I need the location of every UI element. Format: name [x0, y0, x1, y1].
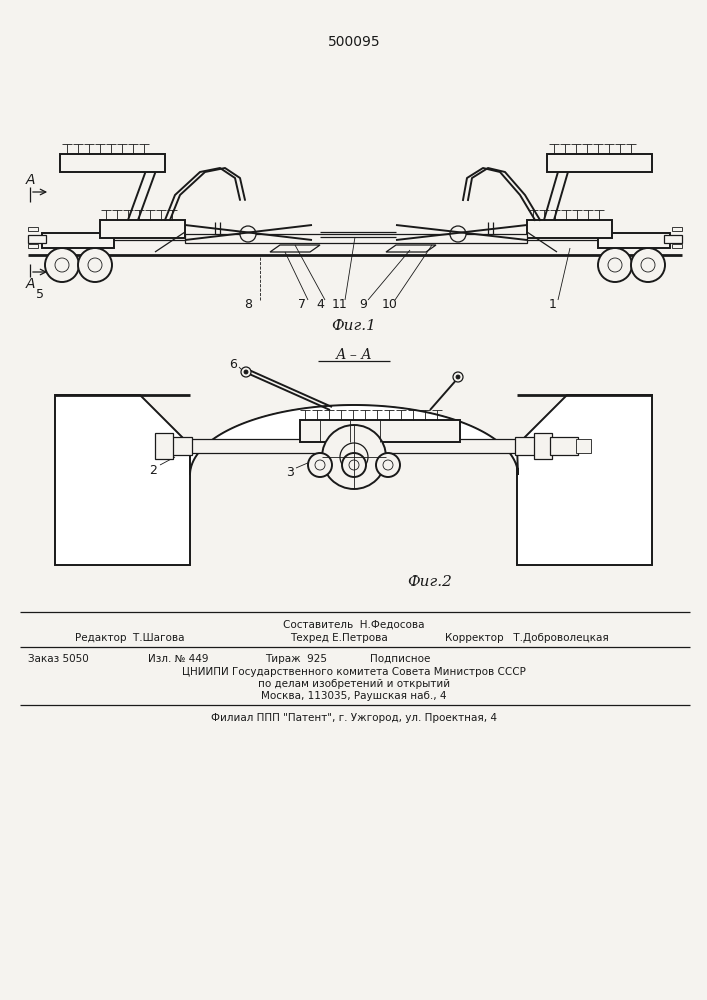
- Text: Москва, 113035, Раушская наб., 4: Москва, 113035, Раушская наб., 4: [262, 691, 447, 701]
- Circle shape: [608, 258, 622, 272]
- Bar: [300, 420, 460, 442]
- Circle shape: [450, 226, 466, 242]
- Bar: [672, 244, 682, 248]
- Text: 1: 1: [549, 298, 557, 312]
- Bar: [534, 433, 552, 459]
- Text: 7: 7: [298, 298, 306, 312]
- Text: ЦНИИПИ Государственного комитета Совета Министров СССР: ЦНИИПИ Государственного комитета Совета …: [182, 667, 526, 677]
- Bar: [28, 244, 38, 248]
- Bar: [155, 433, 173, 459]
- Text: 2: 2: [149, 464, 157, 477]
- Circle shape: [631, 248, 665, 282]
- Circle shape: [244, 370, 248, 374]
- Text: Подписное: Подписное: [370, 654, 431, 664]
- Circle shape: [598, 248, 632, 282]
- Text: А: А: [25, 173, 35, 187]
- Bar: [672, 227, 682, 231]
- Text: 1: 1: [204, 438, 212, 452]
- Bar: [100, 220, 185, 238]
- Text: 11: 11: [332, 298, 348, 312]
- Bar: [576, 439, 591, 453]
- Text: 5: 5: [36, 288, 44, 302]
- Text: Редактор  Т.Шагова: Редактор Т.Шагова: [75, 633, 185, 643]
- Circle shape: [383, 460, 393, 470]
- Bar: [598, 233, 670, 248]
- Circle shape: [88, 258, 102, 272]
- Text: 9: 9: [359, 298, 367, 312]
- Text: А: А: [25, 277, 35, 291]
- Circle shape: [342, 453, 366, 477]
- Circle shape: [241, 367, 251, 377]
- Circle shape: [315, 460, 325, 470]
- Text: Корректор   Т.Доброволецкая: Корректор Т.Доброволецкая: [445, 633, 609, 643]
- Bar: [28, 227, 38, 231]
- Text: Составитель  Н.Федосова: Составитель Н.Федосова: [284, 620, 425, 630]
- Text: 8: 8: [244, 298, 252, 312]
- Text: 12: 12: [485, 444, 501, 456]
- Polygon shape: [55, 395, 190, 565]
- Circle shape: [456, 375, 460, 379]
- Text: Изл. № 449: Изл. № 449: [148, 654, 209, 664]
- Bar: [664, 235, 682, 243]
- Circle shape: [349, 460, 359, 470]
- Text: Тираж  925: Тираж 925: [265, 654, 327, 664]
- Circle shape: [340, 443, 368, 471]
- Bar: [28, 235, 46, 243]
- Circle shape: [45, 248, 79, 282]
- Text: Заказ 5050: Заказ 5050: [28, 654, 89, 664]
- Text: Техред Е.Петрова: Техред Е.Петрова: [290, 633, 387, 643]
- Circle shape: [308, 453, 332, 477]
- Bar: [547, 154, 652, 172]
- Bar: [60, 154, 165, 172]
- Circle shape: [55, 258, 69, 272]
- Polygon shape: [386, 245, 436, 252]
- Bar: [190, 439, 517, 453]
- Text: 4: 4: [316, 298, 324, 312]
- Polygon shape: [270, 245, 320, 252]
- Text: 6: 6: [229, 358, 237, 370]
- Circle shape: [322, 425, 386, 489]
- Polygon shape: [190, 405, 518, 475]
- Circle shape: [453, 372, 463, 382]
- Text: 13: 13: [507, 444, 523, 456]
- Bar: [515, 437, 537, 455]
- Text: Фиг.2: Фиг.2: [407, 575, 452, 589]
- Text: 10: 10: [382, 298, 398, 312]
- Circle shape: [240, 226, 256, 242]
- Bar: [550, 437, 578, 455]
- Text: А – А: А – А: [336, 348, 373, 362]
- Text: Филиал ППП "Патент", г. Ужгород, ул. Проектная, 4: Филиал ППП "Патент", г. Ужгород, ул. Про…: [211, 713, 497, 723]
- Circle shape: [376, 453, 400, 477]
- Circle shape: [78, 248, 112, 282]
- Bar: [527, 220, 612, 238]
- Bar: [170, 437, 192, 455]
- Text: 500095: 500095: [327, 35, 380, 49]
- Text: 3: 3: [286, 466, 294, 479]
- Circle shape: [641, 258, 655, 272]
- Text: по делам изобретений и открытий: по делам изобретений и открытий: [258, 679, 450, 689]
- Polygon shape: [517, 395, 652, 565]
- Bar: [42, 233, 114, 248]
- Text: Фиг.1: Фиг.1: [332, 319, 376, 333]
- Bar: [185, 234, 527, 243]
